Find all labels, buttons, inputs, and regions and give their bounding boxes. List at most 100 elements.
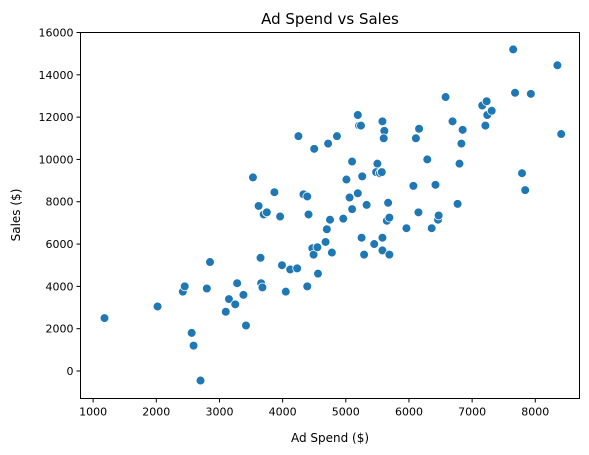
data-point	[262, 207, 272, 218]
y-tick-label: 16000	[39, 27, 74, 40]
y-tick-label: 4000	[46, 280, 74, 293]
data-point	[520, 185, 530, 195]
data-point	[556, 129, 566, 139]
data-point	[430, 180, 441, 190]
data-point	[232, 278, 242, 288]
y-tick-label: 0	[67, 365, 74, 378]
data-point	[269, 187, 280, 198]
data-point	[327, 247, 337, 258]
data-point	[361, 200, 372, 210]
data-point	[323, 138, 333, 149]
plot-frame	[80, 32, 580, 399]
data-point	[481, 96, 492, 107]
data-point	[344, 192, 355, 203]
y-tick-label: 2000	[46, 323, 74, 336]
data-point	[293, 131, 304, 141]
x-tick-label: 4000	[269, 406, 297, 419]
x-axis: 1000 2000 3000 4000 5000 6000 7000 8000	[79, 398, 549, 419]
data-point	[332, 131, 342, 141]
data-point	[302, 191, 313, 202]
data-point	[372, 158, 383, 169]
data-point	[508, 44, 518, 55]
data-point	[186, 328, 197, 338]
x-tick-label: 8000	[521, 406, 549, 419]
data-point	[411, 133, 421, 144]
data-point	[433, 210, 444, 221]
data-point	[253, 201, 264, 211]
x-axis-label: Ad Spend ($)	[291, 431, 369, 445]
data-point	[195, 375, 206, 386]
data-point	[517, 168, 527, 178]
data-point	[302, 281, 313, 292]
data-point	[179, 281, 190, 292]
data-point	[401, 223, 412, 233]
data-point	[320, 237, 331, 247]
y-tick-label: 10000	[39, 153, 74, 166]
data-point	[202, 283, 212, 294]
data-point	[376, 167, 387, 177]
data-point	[224, 294, 234, 304]
data-point	[377, 245, 388, 256]
y-tick-label: 14000	[39, 69, 74, 82]
data-point	[510, 87, 520, 98]
data-point	[408, 181, 419, 191]
data-point	[312, 242, 323, 253]
data-point	[377, 116, 388, 127]
data-point	[347, 204, 357, 214]
data-point	[292, 263, 302, 274]
data-point	[486, 105, 497, 116]
data-point	[325, 214, 335, 225]
y-axis-label: Sales ($)	[9, 189, 23, 242]
x-tick-label: 2000	[142, 406, 170, 419]
data-points	[99, 44, 566, 386]
data-point	[377, 232, 388, 243]
y-axis: 0 2000 4000 6000 8000 10000 12000 14000 16000	[39, 27, 81, 378]
data-point	[454, 158, 465, 169]
data-point	[99, 313, 110, 323]
chart-title: Ad Spend vs Sales	[261, 10, 399, 28]
data-point	[230, 299, 241, 310]
y-tick-label: 6000	[46, 238, 74, 251]
data-point	[313, 268, 323, 279]
data-point	[357, 171, 368, 182]
data-point	[205, 257, 215, 267]
data-point	[255, 253, 266, 263]
x-tick-label: 3000	[205, 406, 233, 419]
data-point	[480, 120, 491, 131]
data-point	[352, 188, 363, 199]
x-tick-label: 5000	[332, 406, 360, 419]
data-point	[457, 125, 468, 135]
data-point	[526, 89, 536, 99]
data-point	[220, 306, 231, 317]
data-point	[414, 123, 424, 134]
data-point	[352, 110, 363, 120]
data-point	[384, 212, 395, 223]
y-tick-label: 12000	[39, 111, 74, 124]
data-point	[552, 60, 563, 71]
data-point	[378, 133, 389, 144]
data-point	[452, 199, 463, 209]
data-point	[241, 320, 251, 331]
x-tick-label: 7000	[458, 406, 486, 419]
data-point	[280, 286, 291, 297]
data-point	[426, 223, 437, 233]
data-point	[238, 290, 249, 300]
data-point	[152, 301, 163, 312]
data-point	[188, 340, 199, 351]
data-point	[369, 239, 380, 249]
data-point	[341, 174, 352, 185]
data-point	[383, 198, 393, 208]
y-tick-label: 8000	[46, 196, 74, 209]
data-point	[384, 249, 395, 260]
data-point	[440, 92, 451, 102]
data-point	[456, 138, 467, 149]
data-point	[309, 144, 320, 154]
data-point	[275, 211, 285, 222]
data-point	[356, 120, 366, 131]
data-point	[413, 207, 424, 218]
data-point	[359, 249, 369, 260]
data-point	[447, 116, 458, 127]
data-point	[347, 156, 357, 167]
data-point	[257, 282, 268, 293]
